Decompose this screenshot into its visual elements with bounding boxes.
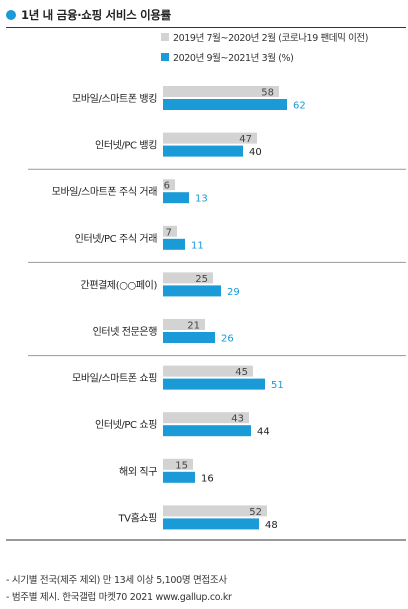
bar-pre-pandemic (163, 319, 205, 330)
bar-recent (163, 332, 215, 343)
data-label: 26 (221, 334, 234, 345)
footnote-survey: - 시기별 전국(제주 제외) 만 13세 이상 5,100명 면접조사 (6, 575, 227, 586)
data-label: 25 (195, 274, 208, 285)
bar-recent (163, 425, 251, 437)
category-label: 인터넷/PC 주식 거래 (75, 233, 158, 245)
bar-pre-pandemic (163, 132, 257, 144)
category-label: TV홈쇼핑 (117, 511, 157, 524)
category-label: 모바일/스마트폰 쇼핑 (72, 373, 157, 385)
data-label: 45 (235, 367, 248, 378)
data-label: 47 (239, 134, 252, 145)
data-label: 13 (195, 194, 208, 205)
legend-swatch-gray (161, 33, 169, 41)
data-label: 62 (293, 101, 306, 112)
category-label: 모바일/스마트폰 주식 거래 (52, 186, 158, 198)
bar-pre-pandemic (163, 179, 175, 191)
legend-label-pre-pandemic: 2019년 7월~2020년 2월 (코로나19 팬데믹 이전) (173, 33, 369, 44)
data-label: 15 (175, 460, 188, 471)
data-label: 21 (187, 321, 200, 332)
bar-pre-pandemic (163, 272, 213, 284)
bar-recent (163, 238, 185, 250)
bar-pre-pandemic (163, 86, 279, 97)
category-label: 인터넷 전문은행 (93, 326, 158, 338)
category-label: 해외 직구 (119, 465, 157, 478)
data-label: 16 (201, 473, 214, 484)
legend-item-pre-pandemic: 2019년 7월~2020년 2월 (코로나19 팬데믹 이전) (161, 30, 368, 44)
bar-pre-pandemic (163, 458, 193, 470)
data-label: 44 (257, 427, 270, 438)
bar-pre-pandemic (163, 505, 267, 517)
category-label: 모바일/스마트폰 뱅킹 (72, 93, 157, 105)
legend-label-recent: 2020년 9월~2021년 3월 (%) (173, 53, 294, 64)
data-label: 48 (265, 520, 278, 531)
title-divider (6, 27, 406, 28)
bar-recent (163, 285, 221, 297)
bar-recent (163, 145, 243, 157)
category-label: 인터넷/PC 뱅킹 (95, 140, 157, 152)
legend-item-recent: 2020년 9월~2021년 3월 (%) (161, 50, 294, 64)
bar-pre-pandemic (163, 225, 177, 237)
footnote-source: - 범주별 제시. 한국갤럽 마켓70 2021 www.gallup.co.k… (6, 592, 232, 603)
category-label: 인터넷/PC 쇼핑 (95, 419, 157, 431)
bar-pre-pandemic (163, 365, 253, 377)
category-label: 간편결제(○○페이) (81, 279, 158, 291)
data-label: 52 (249, 507, 262, 518)
legend-swatch-blue (161, 53, 169, 61)
data-label: 6 (164, 181, 170, 192)
data-label: 40 (249, 147, 262, 158)
title-bullet-icon (6, 10, 16, 20)
data-label: 58 (261, 88, 274, 99)
bar-recent (163, 99, 287, 110)
data-label: 7 (166, 227, 172, 238)
data-label: 51 (271, 380, 284, 391)
bar-pre-pandemic (163, 412, 249, 424)
data-label: 29 (227, 287, 240, 298)
bar-recent (163, 192, 189, 204)
bar-recent (163, 518, 259, 530)
chart-title-row: 1년 내 금융·쇼핑 서비스 이용률 (6, 7, 171, 23)
bar-recent (163, 378, 265, 390)
chart-title: 1년 내 금융·쇼핑 서비스 이용률 (21, 8, 171, 22)
bar-recent (163, 471, 195, 483)
data-label: 43 (231, 414, 244, 425)
data-label: 11 (191, 240, 204, 251)
